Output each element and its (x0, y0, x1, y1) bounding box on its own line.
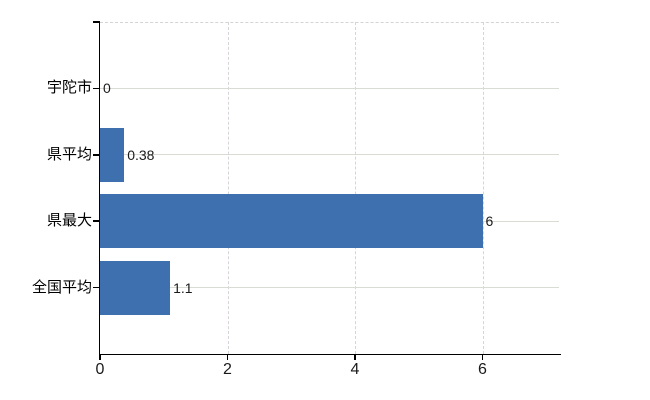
vertical-gridline (227, 22, 229, 354)
x-tick (481, 355, 484, 360)
bar (100, 260, 171, 315)
vertical-gridline (482, 22, 484, 354)
x-tick (99, 355, 101, 360)
bar-value-label: 6 (485, 213, 494, 230)
bar (100, 194, 483, 249)
x-axis-line (98, 353, 561, 355)
horizontal-gridline (100, 87, 559, 89)
y-tick (92, 286, 99, 289)
x-tick-label: 6 (478, 361, 487, 378)
bar-value-label: 1.1 (173, 279, 193, 296)
bar (100, 127, 125, 182)
category-label: 全国平均 (31, 278, 92, 296)
y-tick (92, 220, 99, 222)
x-tick-label: 4 (350, 361, 360, 378)
y-axis-line (98, 21, 100, 356)
category-label: 県平均 (46, 145, 92, 163)
vertical-gridline (355, 22, 356, 354)
bar-value-label: 0.38 (127, 146, 155, 163)
category-label: 宇陀市 (46, 79, 92, 97)
horizontal-gridline (100, 154, 559, 156)
y-tick (92, 154, 99, 156)
x-tick-label: 2 (223, 361, 232, 378)
bar-value-label: 0 (103, 80, 111, 97)
y-tick (92, 87, 99, 90)
y-tick (92, 21, 99, 23)
x-tick-label: 0 (95, 361, 105, 378)
plot-top-border (100, 22, 559, 23)
category-label: 県最大 (46, 212, 92, 230)
horizontal-gridline (100, 287, 559, 289)
x-tick (354, 355, 356, 360)
x-tick (226, 355, 229, 360)
